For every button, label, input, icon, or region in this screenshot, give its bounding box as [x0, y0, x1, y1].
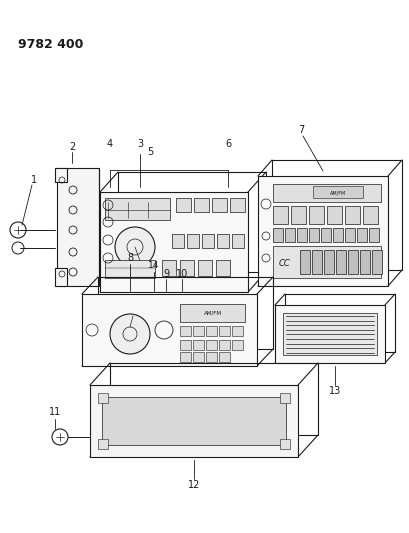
Bar	[272, 206, 287, 224]
Bar	[274, 305, 384, 363]
Bar	[216, 260, 229, 276]
Bar	[279, 393, 289, 403]
Bar	[272, 228, 282, 242]
Bar	[193, 198, 209, 212]
Bar	[218, 340, 229, 350]
Bar	[282, 313, 376, 355]
Bar	[172, 234, 184, 248]
Bar	[231, 340, 243, 350]
Circle shape	[110, 314, 150, 354]
Bar	[308, 228, 318, 242]
Bar	[180, 260, 193, 276]
Text: AM/FM: AM/FM	[329, 190, 345, 196]
Text: 6: 6	[225, 139, 231, 149]
Bar	[231, 326, 243, 336]
Bar	[272, 184, 380, 202]
Bar	[347, 250, 357, 274]
Bar	[257, 176, 387, 286]
Bar	[193, 340, 204, 350]
Bar	[198, 260, 211, 276]
Bar	[323, 250, 333, 274]
Bar	[205, 352, 216, 362]
Bar	[359, 250, 369, 274]
Text: 8: 8	[127, 253, 133, 263]
Bar	[205, 326, 216, 336]
Circle shape	[115, 227, 155, 267]
Bar	[356, 228, 366, 242]
Text: 4: 4	[107, 139, 113, 149]
Circle shape	[52, 429, 68, 445]
Text: AM/FM: AM/FM	[204, 311, 221, 316]
Bar	[202, 234, 213, 248]
Bar	[55, 268, 67, 286]
Text: 5: 5	[146, 147, 153, 157]
Bar	[332, 228, 342, 242]
Bar	[272, 246, 380, 278]
Bar	[211, 198, 227, 212]
Bar	[218, 326, 229, 336]
Bar	[55, 168, 67, 182]
Bar	[175, 198, 191, 212]
Text: 14: 14	[148, 262, 159, 271]
Text: 3: 3	[137, 139, 143, 149]
Text: 11: 11	[49, 407, 61, 417]
Bar	[57, 168, 99, 286]
Bar	[180, 340, 191, 350]
Text: 7: 7	[297, 125, 303, 135]
Bar	[279, 439, 289, 449]
Text: 9782 400: 9782 400	[18, 38, 83, 51]
Bar	[100, 192, 247, 292]
Bar	[98, 439, 108, 449]
Bar	[326, 206, 341, 224]
Bar	[311, 250, 321, 274]
Bar	[98, 393, 108, 403]
Text: 13: 13	[328, 386, 341, 396]
Bar	[180, 352, 191, 362]
Bar	[344, 228, 354, 242]
Bar	[205, 340, 216, 350]
Bar	[371, 250, 381, 274]
Bar	[362, 206, 377, 224]
Bar	[162, 260, 175, 276]
Text: 1: 1	[31, 175, 37, 185]
Bar	[344, 206, 359, 224]
Text: 9: 9	[162, 269, 169, 279]
Bar	[368, 228, 378, 242]
Text: 12: 12	[187, 480, 200, 490]
Bar	[193, 352, 204, 362]
Text: 10: 10	[175, 269, 188, 279]
Bar	[290, 206, 305, 224]
Text: CC: CC	[279, 259, 290, 268]
Text: 2: 2	[69, 142, 75, 152]
Bar	[218, 352, 229, 362]
Bar	[299, 250, 309, 274]
Bar	[180, 326, 191, 336]
Bar	[296, 228, 306, 242]
Bar	[82, 294, 256, 366]
Bar	[105, 198, 170, 220]
Bar	[180, 304, 245, 322]
Bar	[187, 234, 198, 248]
Bar	[231, 234, 243, 248]
Bar	[193, 326, 204, 336]
Bar	[105, 260, 155, 278]
Bar	[216, 234, 229, 248]
Bar	[90, 385, 297, 457]
Bar	[320, 228, 330, 242]
Bar	[102, 397, 285, 445]
Bar	[312, 186, 362, 198]
Bar	[335, 250, 345, 274]
Bar	[229, 198, 245, 212]
Bar	[284, 228, 294, 242]
Bar	[308, 206, 323, 224]
